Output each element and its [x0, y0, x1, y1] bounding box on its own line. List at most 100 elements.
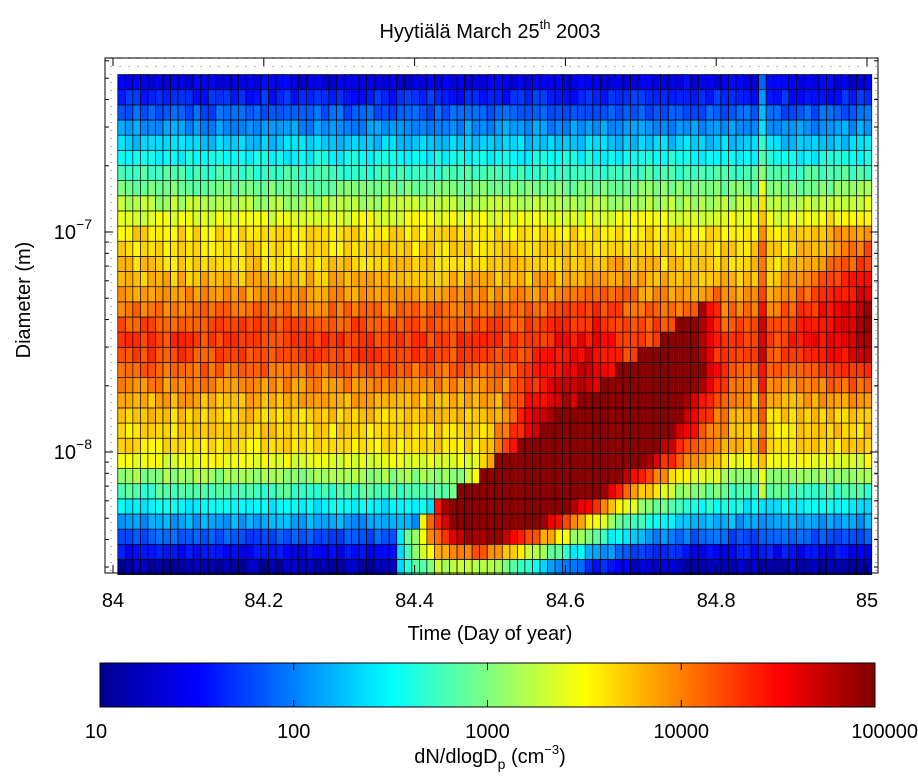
heatmap-cell: [660, 195, 669, 212]
heatmap-cell: [720, 483, 729, 500]
heatmap-cell: [592, 498, 601, 515]
heatmap-cell: [675, 543, 684, 560]
heatmap-cell: [230, 210, 239, 227]
heatmap-cell: [403, 528, 413, 545]
heatmap-cell: [162, 149, 171, 166]
heatmap-cell: [290, 89, 300, 106]
heatmap-cell: [117, 316, 126, 333]
heatmap-cell: [645, 256, 654, 272]
heatmap-cell: [336, 331, 345, 348]
heatmap-cell: [524, 286, 533, 303]
heatmap-cell: [705, 513, 714, 530]
heatmap-cell: [343, 468, 352, 485]
heatmap-cell: [577, 437, 586, 454]
heatmap-cell: [720, 392, 729, 409]
heatmap-cell: [501, 149, 511, 166]
heatmap-cell: [222, 498, 232, 515]
heatmap-cell: [796, 377, 805, 394]
heatmap-cell: [501, 513, 511, 530]
heatmap-cell: [245, 407, 254, 424]
heatmap-cell: [735, 513, 744, 530]
heatmap-cell: [215, 149, 224, 166]
heatmap-cell: [788, 362, 797, 378]
heatmap-cell: [396, 286, 405, 303]
heatmap-cell: [479, 528, 488, 545]
heatmap-cell: [170, 377, 179, 394]
heatmap-cell: [268, 468, 277, 485]
heatmap-cell: [215, 346, 224, 363]
heatmap-cell: [358, 362, 367, 378]
heatmap-cell: [200, 89, 209, 106]
heatmap-cell: [494, 437, 503, 454]
heatmap-cell: [381, 89, 390, 106]
heatmap-cell: [569, 89, 579, 106]
heatmap-cell: [192, 483, 202, 500]
heatmap-cell: [215, 301, 224, 318]
heatmap-cell: [290, 104, 300, 121]
heatmap-cell: [403, 437, 413, 454]
heatmap-cell: [652, 468, 661, 485]
heatmap-cell: [690, 165, 699, 181]
heatmap-cell: [622, 513, 631, 530]
heatmap-cell: [449, 513, 458, 530]
heatmap-cell: [517, 240, 526, 257]
heatmap-cell: [275, 513, 284, 530]
heatmap-cell: [321, 74, 330, 91]
heatmap-cell: [494, 316, 503, 333]
heatmap-cell: [358, 543, 367, 560]
heatmap-cell: [826, 513, 835, 530]
heatmap-cell: [743, 498, 752, 515]
heatmap-cell: [803, 180, 812, 197]
heatmap-cell: [675, 407, 684, 424]
heatmap-cell: [524, 331, 533, 348]
heatmap-cell: [464, 210, 473, 227]
heatmap-cell: [328, 483, 337, 500]
heatmap-cell: [343, 165, 352, 181]
heatmap-cell: [547, 422, 556, 439]
heatmap-cell: [230, 407, 239, 424]
heatmap-cell: [170, 528, 179, 545]
heatmap-cell: [863, 74, 873, 91]
heatmap-cell: [419, 225, 428, 242]
heatmap-cell: [426, 543, 435, 560]
heatmap-cell: [524, 89, 533, 106]
heatmap-cell: [615, 392, 624, 409]
heatmap-cell: [735, 240, 744, 257]
heatmap-cell: [780, 225, 790, 242]
heatmap-cell: [471, 468, 481, 485]
heatmap-cell: [192, 134, 202, 151]
heatmap-cell: [456, 301, 465, 318]
heatmap-cell: [509, 74, 518, 91]
heatmap-cell: [584, 74, 594, 91]
heatmap-cell: [260, 513, 269, 530]
heatmap-cell: [682, 407, 692, 424]
heatmap-cell: [517, 422, 526, 439]
heatmap-cell: [705, 483, 714, 500]
heatmap-cell: [532, 74, 541, 91]
heatmap-cell: [637, 286, 646, 303]
heatmap-cell: [434, 559, 443, 575]
heatmap-cell: [207, 407, 217, 424]
heatmap-cell: [682, 134, 692, 151]
heatmap-cell: [351, 286, 360, 303]
heatmap-cell: [155, 316, 164, 333]
heatmap-cell: [426, 225, 435, 242]
heatmap-cell: [140, 377, 149, 394]
heatmap-cell: [396, 89, 405, 106]
heatmap-cell: [856, 422, 865, 439]
heatmap-cell: [554, 346, 563, 363]
heatmap-cell: [471, 559, 481, 575]
heatmap-cell: [170, 240, 179, 257]
heatmap-cell: [358, 301, 367, 318]
heatmap-cell: [592, 437, 601, 454]
heatmap-cell: [132, 195, 141, 212]
heatmap-cell: [419, 104, 428, 121]
heatmap-cell: [539, 74, 548, 91]
heatmap-cell: [780, 149, 790, 166]
heatmap-cell: [471, 346, 481, 363]
heatmap-cell: [260, 362, 269, 378]
heatmap-cell: [811, 468, 820, 485]
heatmap-cell: [351, 498, 360, 515]
heatmap-cell: [728, 422, 737, 439]
heatmap-cell: [305, 286, 315, 303]
